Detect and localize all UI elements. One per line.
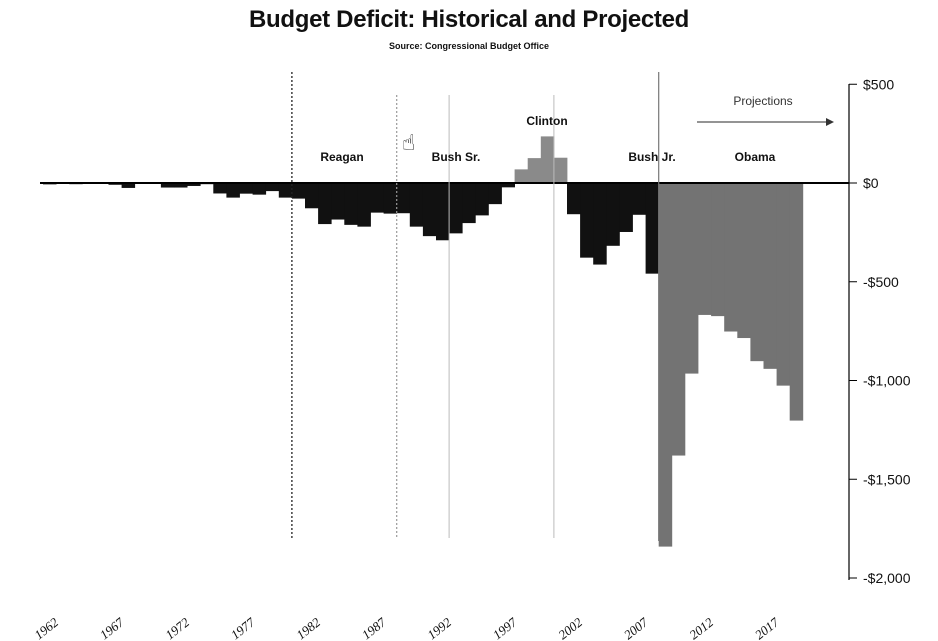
bar-historical-deficit-1988 — [383, 183, 398, 214]
y-tick-label-0: $500 — [863, 76, 894, 92]
bar-projection-2012 — [698, 183, 712, 315]
era-label-bush-jr: Bush Jr. — [628, 150, 675, 164]
bar-historical-deficit-1991 — [422, 183, 437, 237]
bar-projection-2016 — [750, 183, 764, 362]
bar-projection-2010 — [671, 183, 686, 456]
bar-historical-surplus-2000 — [540, 136, 555, 183]
era-label-reagan: Reagan — [320, 150, 363, 164]
hand-cursor-icon: ☝ — [402, 130, 416, 155]
x-tick-label-2002: 2002 — [555, 614, 585, 641]
y-tick-label-4: -$1,500 — [863, 471, 911, 487]
bar-historical-deficit-1984 — [331, 183, 345, 220]
bar-historical-deficit-1992 — [436, 183, 450, 241]
bar-historical-deficit-1989 — [396, 183, 411, 214]
bar-historical-deficit-1996 — [488, 183, 502, 205]
x-tick-label-1967: 1967 — [97, 614, 127, 641]
era-label-obama: Obama — [735, 150, 776, 164]
bar-historical-deficit-1978 — [252, 183, 267, 195]
bar-historical-deficit-1973 — [187, 183, 201, 186]
bar-historical-surplus-2001 — [553, 157, 568, 183]
x-tick-label-1977: 1977 — [228, 614, 258, 641]
bar-historical-surplus-1999 — [527, 158, 542, 183]
bar-projection-2019 — [789, 183, 804, 421]
x-tick-label-1987: 1987 — [359, 614, 389, 641]
era-label-bush-sr: Bush Sr. — [432, 150, 481, 164]
x-tick-label-2012: 2012 — [686, 614, 716, 641]
projections-arrow-head — [826, 118, 834, 126]
bar-historical-deficit-2004 — [593, 183, 607, 265]
y-tick-label-3: -$1,000 — [863, 373, 911, 389]
y-tick-label-1: $0 — [863, 175, 879, 191]
bar-projection-2014 — [724, 183, 738, 332]
chart-subtitle: Source: Congressional Budget Office — [388, 41, 550, 51]
chart-title: Budget Deficit: Historical and Projected — [248, 6, 690, 33]
bar-projection-2009 — [658, 183, 673, 547]
bar-historical-deficit-1979 — [265, 183, 280, 192]
bar-historical-surplus-1998 — [514, 169, 529, 183]
bar-historical-deficit-2002 — [567, 183, 581, 215]
x-tick-label-2007: 2007 — [621, 614, 651, 641]
x-tick-label-2017: 2017 — [752, 614, 782, 641]
bar-projection-2013 — [711, 183, 725, 317]
bar-projection-2011 — [684, 183, 699, 374]
x-tick-label-1982: 1982 — [293, 614, 323, 641]
bar-historical-deficit-1976 — [226, 183, 240, 198]
bar-historical-deficit-1987 — [370, 183, 384, 213]
bar-historical-deficit-1982 — [305, 183, 319, 209]
bar-historical-deficit-1968 — [121, 183, 136, 188]
bar-historical-deficit-1990 — [409, 183, 424, 227]
bar-historical-deficit-1977 — [239, 183, 253, 194]
bar-historical-deficit-2005 — [606, 183, 620, 246]
x-tick-label-1992: 1992 — [424, 614, 454, 641]
x-tick-label-1962: 1962 — [31, 614, 61, 641]
bar-projection-2018 — [776, 183, 791, 386]
bar-historical-deficit-1980 — [278, 183, 293, 198]
bar-projection-2015 — [737, 183, 751, 339]
bar-historical-deficit-1972 — [174, 183, 188, 188]
bar-historical-deficit-1983 — [318, 183, 332, 225]
bar-historical-deficit-1995 — [475, 183, 489, 216]
y-tick-label-5: -$2,000 — [863, 570, 911, 586]
bar-historical-deficit-1971 — [160, 183, 175, 188]
bar-historical-deficit-1981 — [291, 183, 306, 199]
bar-historical-deficit-1997 — [501, 183, 515, 188]
bar-projection-2017 — [763, 183, 777, 369]
projections-label: Projections — [733, 94, 792, 108]
y-tick-label-2: -$500 — [863, 274, 899, 290]
x-tick-label-1972: 1972 — [162, 614, 192, 641]
bar-historical-deficit-1975 — [213, 183, 227, 194]
bar-historical-deficit-1994 — [462, 183, 476, 224]
era-label-clinton: Clinton — [526, 114, 567, 128]
bar-historical-deficit-1985 — [344, 183, 358, 225]
bar-historical-deficit-2006 — [619, 183, 633, 232]
bar-historical-deficit-2007 — [632, 183, 646, 215]
bar-historical-deficit-1986 — [357, 183, 371, 227]
bar-historical-deficit-2003 — [580, 183, 594, 258]
bar-historical-deficit-1993 — [449, 183, 463, 234]
x-tick-label-1997: 1997 — [490, 614, 520, 641]
bar-historical-deficit-2008 — [645, 183, 660, 274]
